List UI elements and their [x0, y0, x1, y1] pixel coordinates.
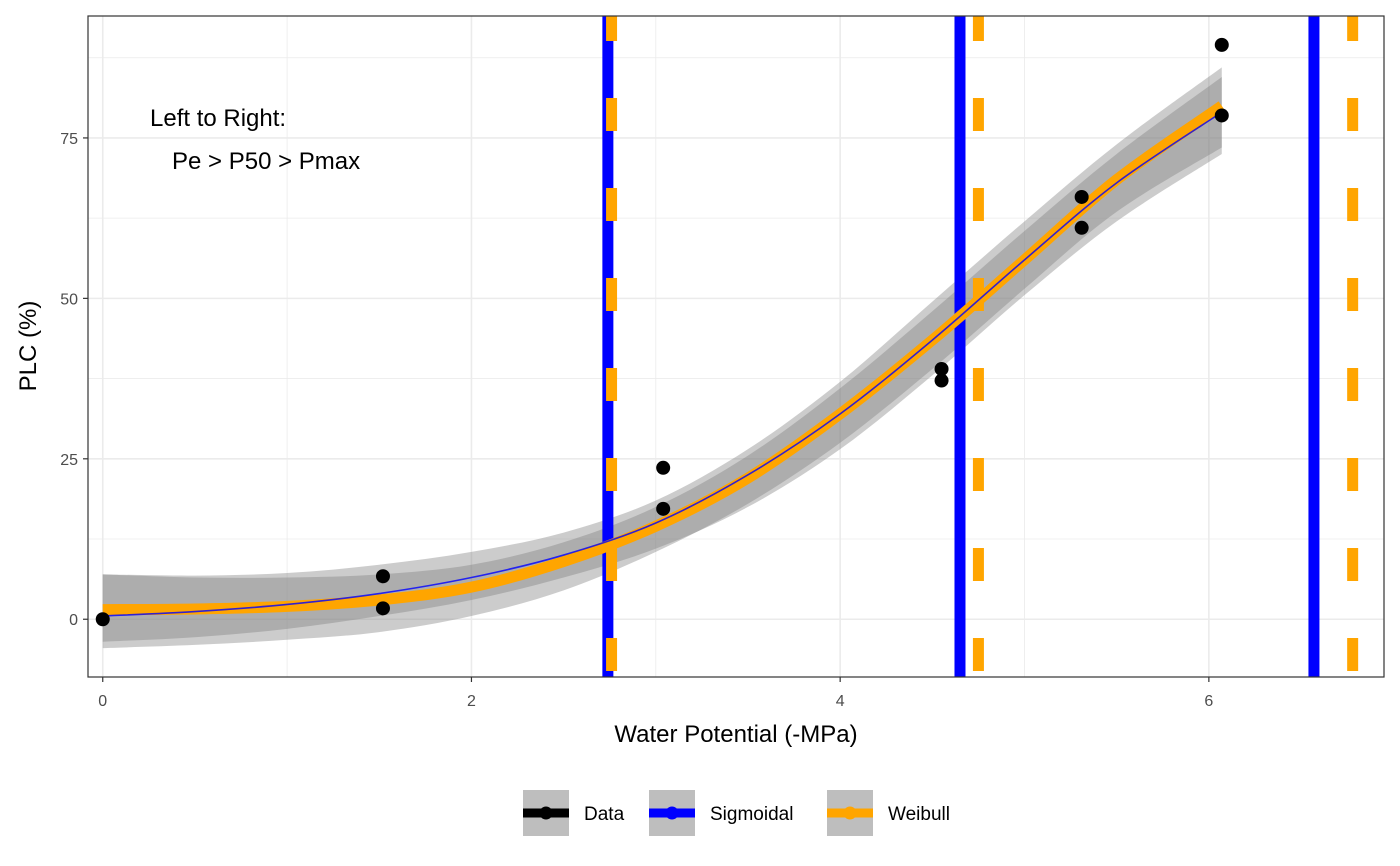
data-point — [934, 373, 949, 388]
data-point — [1214, 108, 1229, 123]
ribbon-weibull — [102, 76, 1222, 649]
data-point — [934, 361, 949, 376]
legend: Data Sigmoidal Weibull — [523, 790, 950, 836]
data-point — [656, 460, 671, 475]
legend-key-data-point — [539, 806, 553, 820]
data-point — [375, 601, 390, 616]
y-tick-label: 75 — [60, 131, 78, 148]
data-point — [656, 501, 671, 516]
y-tick-label: 0 — [69, 612, 78, 629]
data-point — [375, 569, 390, 584]
x-axis-title: Water Potential (-MPa) — [614, 721, 857, 748]
curve-sigmoidal — [102, 111, 1223, 617]
x-tick-label: 4 — [836, 693, 845, 710]
panel-border — [87, 15, 1385, 678]
annotation-line-1: Left to Right: — [150, 105, 286, 132]
data-point — [1214, 37, 1229, 52]
y-axis-title: PLC (%) — [15, 301, 42, 392]
axes: 0 2 4 6 0 25 50 75 — [60, 131, 1213, 710]
legend-key-sigmoidal-point — [665, 806, 679, 820]
x-tick-label: 2 — [467, 693, 476, 710]
legend-label-sigmoidal: Sigmoidal — [710, 804, 793, 825]
gridlines — [88, 16, 1384, 677]
y-tick-label: 50 — [60, 291, 78, 308]
data-point — [95, 612, 110, 627]
legend-label-data: Data — [584, 804, 625, 825]
legend-label-weibull: Weibull — [888, 804, 950, 825]
x-tick-label: 6 — [1204, 693, 1213, 710]
legend-item-sigmoidal: Sigmoidal — [649, 790, 793, 836]
legend-item-data: Data — [523, 790, 625, 836]
x-tick-label: 0 — [98, 693, 107, 710]
legend-key-weibull-point — [843, 806, 857, 820]
annotation-line-2: Pe > P50 > Pmax — [172, 148, 360, 175]
data-point — [1074, 189, 1089, 204]
plot-area — [95, 16, 1359, 677]
legend-item-weibull: Weibull — [827, 790, 950, 836]
data-point — [1074, 220, 1089, 235]
panel-background — [88, 16, 1384, 677]
y-tick-label: 25 — [60, 452, 78, 469]
